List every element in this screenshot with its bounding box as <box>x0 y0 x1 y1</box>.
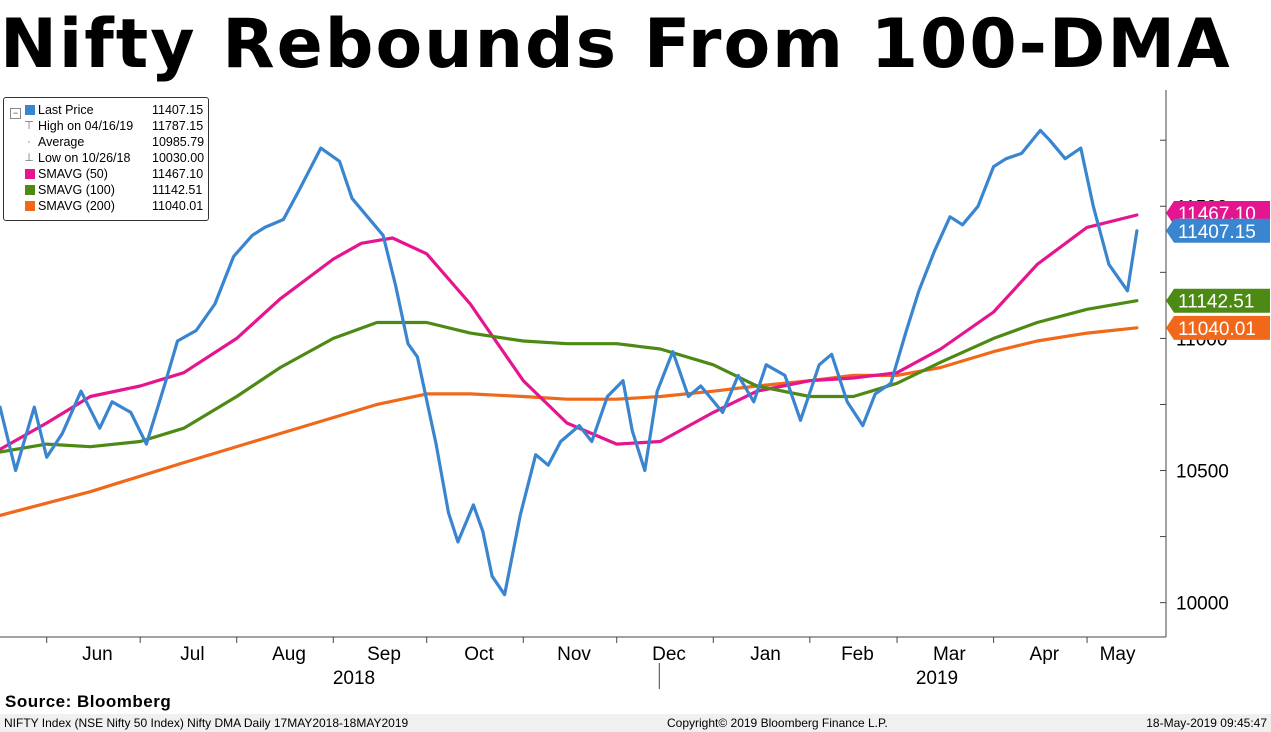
svg-text:11407.15: 11407.15 <box>1178 222 1256 243</box>
x-month-label: Nov <box>557 644 591 665</box>
series-line-last-price <box>0 128 1139 597</box>
legend-row: SMAVG (200) 11040.01 <box>8 198 208 214</box>
footer-ticker: NIFTY Index (NSE Nifty 50 Index) Nifty D… <box>4 716 409 730</box>
legend-value: 10030.00 <box>152 151 205 165</box>
legend-label: SMAVG (50) <box>38 167 108 181</box>
legend-label: SMAVG (200) <box>38 199 115 213</box>
legend-label: SMAVG (100) <box>38 183 115 197</box>
y-tick-label: 10500 <box>1176 462 1229 483</box>
avg-marker-icon: · <box>27 136 31 148</box>
legend-label: Low on 10/26/18 <box>38 151 131 165</box>
legend-swatch <box>25 105 35 115</box>
x-year-label: 2018 <box>333 668 375 689</box>
x-month-label: Oct <box>464 644 494 665</box>
end-value-label: 11040.01 <box>1166 315 1270 340</box>
legend-row: − Last Price 11407.15 <box>8 102 208 119</box>
source-note: Source: Bloomberg <box>5 692 172 711</box>
footer-line: NIFTY Index (NSE Nifty 50 Index) Nifty D… <box>0 714 1271 732</box>
legend-row: SMAVG (50) 11467.10 <box>8 166 208 182</box>
legend-swatch <box>25 201 35 211</box>
legend-value: 11467.10 <box>152 167 204 181</box>
legend-swatch <box>25 185 35 195</box>
legend-row: SMAVG (100) 11142.51 <box>8 182 208 198</box>
end-value-label: 11142.51 <box>1166 288 1270 313</box>
legend-label: Average <box>38 135 85 149</box>
x-month-label: Jan <box>750 644 781 665</box>
legend-label: High on 04/16/19 <box>38 119 134 133</box>
x-month-label: Feb <box>841 644 874 665</box>
footer-copyright: Copyright© 2019 Bloomberg Finance L.P. <box>667 716 888 730</box>
x-month-label: May <box>1100 644 1136 665</box>
svg-text:11040.01: 11040.01 <box>1178 319 1256 340</box>
legend-row: ⊥ Low on 10/26/18 10030.00 <box>8 150 208 166</box>
end-value-label: 11407.15 <box>1166 218 1270 243</box>
high-marker-icon: ⊤ <box>24 120 34 132</box>
y-tick-label: 10000 <box>1176 594 1229 615</box>
legend-row: ⊤ High on 04/16/19 11787.15 <box>8 118 208 134</box>
legend-value: 11142.51 <box>152 183 203 197</box>
legend-label: Last Price <box>38 103 94 117</box>
footer-timestamp: 18-May-2019 09:45:47 <box>1146 716 1267 730</box>
series-line-smavg-50 <box>0 213 1139 451</box>
x-month-label: Jul <box>180 644 204 665</box>
svg-text:11142.51: 11142.51 <box>1178 292 1254 313</box>
legend: − Last Price 11407.15 ⊤ High on 04/16/19 1178… <box>3 97 209 221</box>
x-month-label: Dec <box>652 644 686 665</box>
collapse-icon[interactable]: − <box>10 108 21 119</box>
x-month-label: Apr <box>1030 644 1060 665</box>
x-month-label: Sep <box>367 644 401 665</box>
legend-swatch <box>25 169 35 179</box>
legend-value: 10985.79 <box>152 135 205 149</box>
legend-value: 11787.15 <box>152 119 204 133</box>
chart-title: Nifty Rebounds From 100-DMA <box>0 5 1232 84</box>
x-year-label: 2019 <box>916 668 958 689</box>
x-month-label: Mar <box>933 644 966 665</box>
legend-value: 11040.01 <box>152 199 204 213</box>
x-month-label: Jun <box>82 644 113 665</box>
legend-row: · Average 10985.79 <box>8 134 208 150</box>
low-marker-icon: ⊥ <box>24 152 34 164</box>
legend-value: 11407.15 <box>152 103 204 117</box>
x-month-label: Aug <box>272 644 306 665</box>
series-layer <box>0 128 1139 597</box>
series-line-smavg-200 <box>0 326 1139 518</box>
series-line-smavg-100 <box>0 299 1139 454</box>
